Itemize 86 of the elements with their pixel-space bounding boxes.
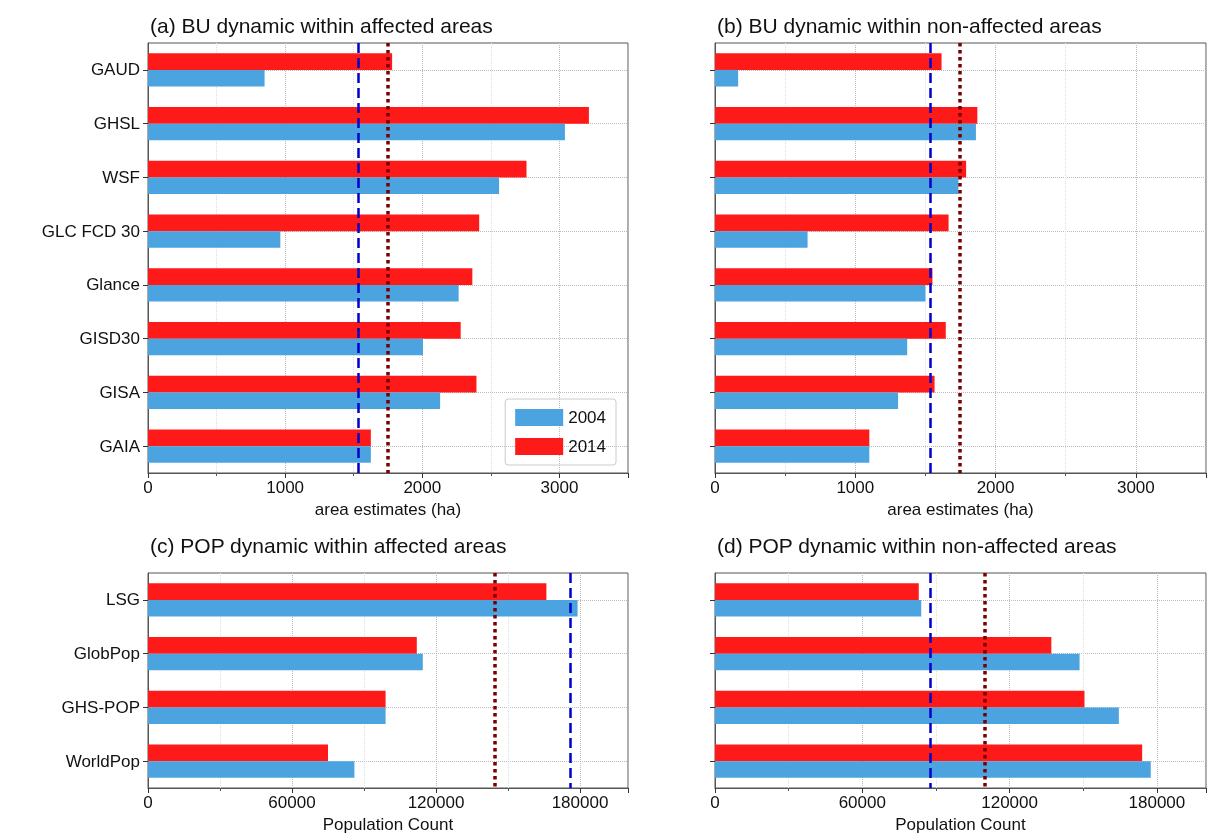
x-axis-title: Population Count [322, 814, 454, 834]
bar [148, 375, 477, 393]
bar [148, 392, 441, 410]
bar [715, 744, 1143, 762]
bar [715, 338, 908, 356]
bar [715, 214, 949, 232]
bar [715, 761, 1151, 778]
bar [715, 106, 978, 124]
bar [715, 160, 967, 178]
x-tick-label: 180000 [551, 793, 609, 812]
bar [148, 123, 565, 141]
y-tick-label: WorldPop [65, 751, 140, 771]
bar [715, 123, 976, 141]
y-tick-label: GAIA [99, 436, 141, 456]
x-tick-label: 60000 [838, 793, 886, 812]
y-tick-label: WSF [102, 167, 140, 187]
y-tick-label: GlobPop [73, 644, 140, 664]
legend-label: 2014 [568, 437, 607, 456]
bar [148, 583, 547, 600]
x-axis-title: area estimates (ha) [314, 499, 462, 519]
x-tick-label: 0 [710, 478, 720, 497]
x-tick-label: 3000 [1116, 478, 1155, 497]
bar [715, 177, 959, 195]
bar [715, 653, 1080, 671]
bar [148, 53, 393, 70]
x-tick-label: 180000 [1128, 793, 1186, 812]
bar [715, 268, 933, 285]
bar [148, 429, 371, 447]
bar [148, 284, 459, 302]
y-tick-label: GHSL [93, 114, 140, 134]
bar [715, 599, 922, 617]
bar [715, 707, 1119, 725]
y-tick-label: GISA [99, 382, 141, 402]
chart-title: (b) BU dynamic within non-affected areas [717, 14, 1102, 37]
x-axis-title: area estimates (ha) [887, 499, 1034, 519]
bar [715, 284, 926, 302]
bar [148, 599, 578, 617]
bar [148, 707, 386, 725]
y-tick-label: GHS-POP [61, 697, 140, 717]
x-tick-label: 3000 [540, 478, 579, 497]
bar [148, 231, 281, 248]
bar [148, 106, 589, 124]
bar [715, 690, 1085, 708]
chart-title: (a) BU dynamic within affected areas [150, 14, 493, 37]
bar [715, 636, 1052, 654]
x-tick-label: 60000 [268, 793, 316, 812]
bar [148, 160, 527, 178]
bar [715, 375, 935, 393]
bar [148, 177, 500, 195]
bar [148, 761, 355, 778]
y-tick-label: LSG [105, 590, 140, 610]
x-tick-label: 1000 [266, 478, 305, 497]
bar [715, 429, 870, 447]
bar [715, 583, 919, 600]
bar [715, 53, 942, 70]
bar [148, 653, 423, 671]
y-tick-label: Glance [86, 275, 140, 295]
chart-title: (c) POP dynamic within affected areas [150, 534, 507, 557]
bar [148, 744, 328, 762]
bar [148, 321, 461, 339]
bar [715, 446, 870, 463]
bar [148, 636, 417, 654]
bar [715, 69, 739, 87]
bar [148, 69, 265, 87]
x-tick-label: 2000 [976, 478, 1015, 497]
x-tick-label: 0 [143, 793, 153, 812]
x-tick-label: 1000 [836, 478, 875, 497]
bar [148, 338, 423, 356]
bar [148, 690, 386, 708]
y-tick-label: GLC FCD 30 [41, 221, 140, 241]
bar [148, 268, 473, 285]
x-tick-label: 120000 [981, 793, 1038, 812]
x-tick-label: 120000 [407, 793, 465, 812]
x-tick-label: 2000 [403, 478, 442, 497]
y-tick-label: GISD30 [79, 329, 140, 349]
bar [715, 231, 808, 248]
chart-title: (d) POP dynamic within non-affected areas [717, 534, 1117, 557]
bar [715, 392, 899, 410]
bar [148, 446, 371, 463]
legend-label: 2004 [568, 408, 607, 427]
bar [715, 321, 946, 339]
x-tick-label: 0 [710, 793, 720, 812]
x-tick-label: 0 [143, 478, 153, 497]
x-axis-title: Population Count [895, 814, 1026, 834]
bar [148, 214, 480, 232]
y-tick-label: GAUD [90, 60, 140, 80]
